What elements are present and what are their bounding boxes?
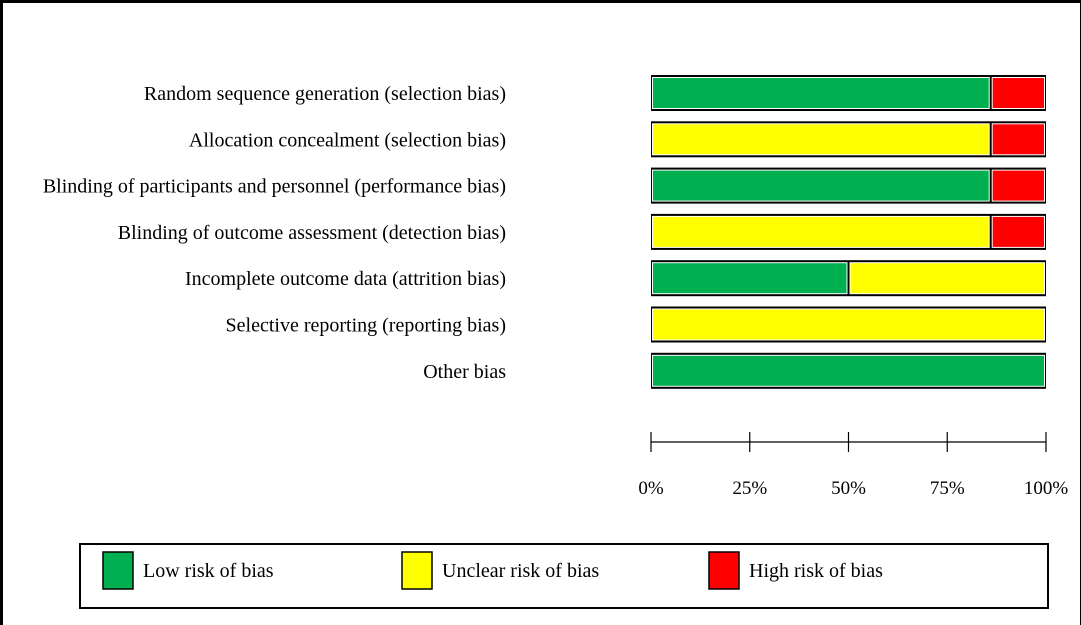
- category-label-2: Allocation concealment (selection bias): [189, 129, 506, 151]
- category-label-4: Blinding of outcome assessment (detectio…: [118, 222, 506, 244]
- legend-swatch-low-risk-of-bias: [102, 551, 134, 590]
- category-label-3: Blinding of participants and personnel (…: [43, 176, 506, 198]
- category-label-6: Selective reporting (reporting bias): [226, 315, 506, 337]
- legend-label-unclear-risk-of-bias: Unclear risk of bias: [442, 560, 599, 582]
- bar-segment-unclear-risk-of-bias-6: [652, 308, 1045, 341]
- bar-segment-unclear-risk-of-bias-4: [652, 215, 990, 248]
- x-tick-label-1: 0%: [638, 478, 664, 499]
- x-tick-label-5: 100%: [1024, 478, 1069, 499]
- legend: Low risk of bias Unclear risk of bias High…: [79, 543, 1049, 609]
- category-label-7: Other bias: [423, 361, 506, 383]
- bar-segment-high-risk-of-bias-2: [991, 123, 1046, 156]
- bar-segment-low-risk-of-bias-7: [652, 354, 1045, 387]
- x-axis: 0% 25% 50% 75% 100%: [638, 432, 1068, 499]
- bar-segment-high-risk-of-bias-3: [991, 169, 1046, 202]
- bars: [651, 75, 1046, 389]
- bar-segment-unclear-risk-of-bias-2: [652, 123, 990, 156]
- bar-segment-unclear-risk-of-bias-5: [849, 262, 1045, 295]
- legend-swatch-high-risk-of-bias: [708, 551, 740, 590]
- legend-swatch-unclear-risk-of-bias: [401, 551, 433, 590]
- bar-segment-low-risk-of-bias-1: [652, 77, 990, 109]
- category-label-5: Incomplete outcome data (attrition bias): [185, 268, 506, 290]
- legend-box: [79, 543, 1049, 609]
- x-tick-label-3: 50%: [831, 478, 866, 499]
- legend-label-low-risk-of-bias: Low risk of bias: [143, 560, 274, 582]
- category-label-1: Random sequence generation (selection bi…: [144, 83, 506, 105]
- legend-label-high-risk-of-bias: High risk of bias: [749, 560, 883, 582]
- bar-segment-high-risk-of-bias-1: [991, 77, 1046, 109]
- x-tick-label-4: 75%: [930, 478, 965, 499]
- bar-segment-high-risk-of-bias-4: [991, 215, 1046, 248]
- x-tick-label-2: 25%: [732, 478, 767, 499]
- category-labels: Random sequence generation (selection bi…: [43, 83, 506, 383]
- bar-segment-low-risk-of-bias-3: [652, 169, 990, 202]
- bar-segment-low-risk-of-bias-5: [652, 262, 848, 295]
